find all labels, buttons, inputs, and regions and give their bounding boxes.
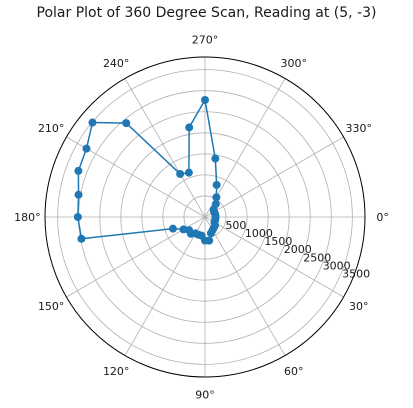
- radial-tick-label: 2500: [303, 251, 331, 264]
- radial-tick-label: 3500: [342, 267, 370, 280]
- angular-tick-label: 240°: [103, 57, 130, 70]
- angular-gridline: [204, 136, 344, 218]
- angular-gridline: [204, 216, 286, 356]
- radial-tick-label: 2000: [284, 243, 312, 256]
- radial-tick-label: 1500: [264, 235, 292, 248]
- data-point: [168, 224, 177, 233]
- series-line: [77, 99, 218, 242]
- polar-frame: [44, 56, 366, 378]
- data-point: [212, 193, 221, 202]
- data-point: [122, 119, 131, 128]
- angular-tick-label: 180°: [14, 211, 41, 224]
- data-point: [176, 169, 185, 178]
- angular-tick-label: 0°: [376, 211, 389, 224]
- angular-gridline: [204, 216, 344, 298]
- angular-tick-label: 90°: [195, 389, 215, 402]
- data-point: [77, 234, 86, 243]
- data-point: [201, 95, 209, 104]
- data-point: [88, 118, 97, 127]
- data-point: [82, 144, 91, 153]
- chart-title: Polar Plot of 360 Degree Scan, Reading a…: [36, 5, 377, 21]
- angular-tick-label: 30°: [349, 300, 369, 313]
- angular-gridline: [124, 78, 206, 218]
- angular-tick-label: 330°: [346, 122, 373, 135]
- data-point: [74, 190, 83, 199]
- data-point: [185, 123, 194, 132]
- data-point: [184, 168, 193, 177]
- data-point: [212, 180, 221, 189]
- angular-tick-label: 120°: [103, 365, 130, 378]
- radial-tick-label: 1000: [245, 227, 273, 240]
- data-point: [179, 225, 188, 234]
- radial-tick-label: 500: [225, 219, 246, 232]
- data-point: [211, 211, 220, 220]
- data-point: [74, 166, 83, 175]
- data-point: [211, 154, 220, 163]
- angular-tick-label: 150°: [38, 300, 65, 313]
- data-point: [73, 213, 82, 221]
- angular-tick-label: 270°: [192, 33, 219, 46]
- angular-tick-label: 60°: [284, 365, 304, 378]
- angular-gridline: [124, 216, 206, 356]
- angular-tick-label: 300°: [281, 57, 308, 70]
- data-point: [206, 229, 215, 238]
- radial-tick-label: 3000: [323, 259, 351, 272]
- angular-tick-label: 210°: [38, 122, 65, 135]
